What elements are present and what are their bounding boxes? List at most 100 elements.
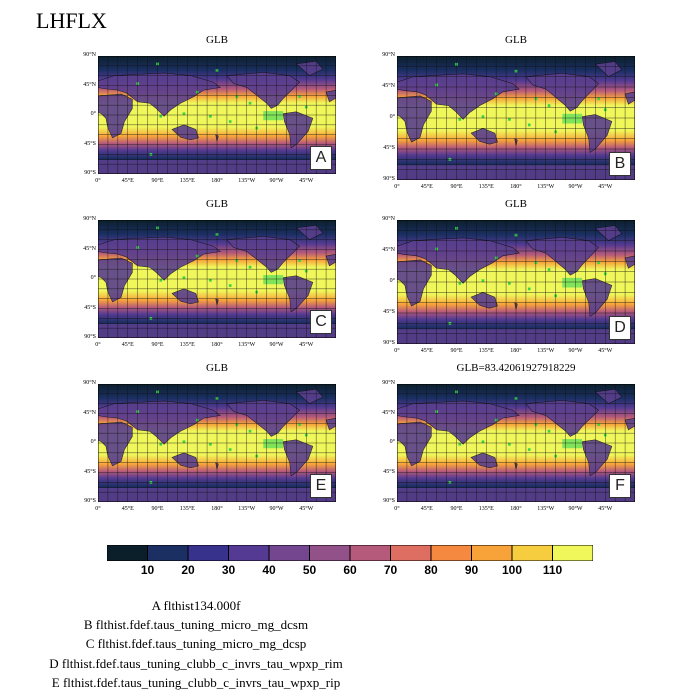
axis-tick-label: 45°N [382,247,395,253]
axis-tick-label: 90°S [383,498,395,504]
colorbar-segment [147,545,189,561]
colorbar-segment [228,545,270,561]
axis-tick-label: 45°S [383,145,395,151]
colorbar-segment [349,545,391,561]
colorbar-segment [471,545,513,561]
axis-tick-label: 0° [394,348,400,354]
axis-tick-label: 180° [211,506,223,512]
axis-tick-label: 180° [510,184,522,190]
panel-title-f: GLB=83.42061927918229 [456,362,576,374]
colorbar-label: 40 [262,563,276,577]
axis-tick-label: 45°N [83,245,96,252]
axis-tick-label: 90°N [382,52,395,58]
axis-tick-label: 90°W [269,342,284,348]
colorbar-segment [511,545,553,561]
axis-tick-label: 45°E [420,184,433,190]
axis-tick-label: 180° [211,178,223,184]
panel-letter-c: C [310,310,332,334]
colorbar-label: 110 [542,563,563,577]
colorbar [107,545,593,561]
axis-tick-label: 135°W [238,342,256,348]
axis-tick-label: 45°S [84,468,96,475]
panel-letter-f: F [609,474,631,498]
colorbar-label: 20 [181,563,195,577]
colorbar-label: 70 [383,563,398,577]
axis-tick-label: 90°N [83,52,96,58]
axis-tick-label: 135°W [537,506,555,512]
axis-tick-label: 90°S [383,340,395,346]
axis-tick-label: 45°N [382,83,395,89]
colorbar-segment [187,545,229,561]
panel-title-e: GLB [206,362,228,374]
panel-letter-b: B [609,152,631,176]
axis-tick-label: 135°E [179,506,195,512]
axis-tick-label: 45°W [299,506,314,512]
axis-tick-label: 135°E [478,348,494,354]
axis-tick-label: 0° [90,275,96,281]
axis-tick-label: 45°E [121,506,134,512]
axis-tick-label: 45°E [420,506,433,512]
axis-tick-label: 135°E [179,342,195,348]
axis-tick-label: 45°S [383,309,395,315]
axis-tick-label: 90°E [151,506,164,512]
axis-tick-label: 90°W [269,178,284,184]
axis-tick-label: 45°N [83,409,96,416]
axis-tick-label: 90°N [83,216,96,222]
panel-letter-d: D [609,316,631,340]
axis-tick-label: 0° [394,184,400,190]
colorbar-segment [552,545,593,561]
map-panel-e [98,384,336,502]
axis-tick-label: 90°S [84,334,96,340]
axis-tick-label: 135°W [238,178,256,184]
axis-tick-label: 45°W [299,342,314,348]
axis-tick-label: 45°W [299,178,314,184]
axis-tick-label: 135°E [478,184,494,190]
axis-tick-label: 45°S [84,140,96,147]
axis-tick-label: 135°E [478,506,494,512]
colorbar-segment [309,545,351,561]
axis-tick-label: 135°W [537,348,555,354]
axis-tick-label: 90°S [84,498,96,504]
axis-tick-label: 135°W [238,506,256,512]
axis-tick-label: 45°W [598,348,613,354]
colorbar-label: 80 [424,563,438,577]
axis-tick-label: 90°N [83,380,96,386]
axis-tick-label: 0° [90,439,96,445]
axis-tick-label: 90°W [568,506,583,512]
axis-tick-label: 180° [211,342,223,348]
axis-tick-label: 90°E [450,184,463,190]
legend-entry-b: B flthist.fdef.taus_tuning_micro_mg_dcsm [83,617,309,632]
colorbar-label: 10 [140,563,155,577]
axis-tick-label: 135°W [537,184,555,190]
axis-tick-label: 0° [90,111,96,117]
map-panel-d [397,220,635,344]
panel-letter-e: E [310,474,332,498]
axis-tick-label: 0° [394,506,400,512]
axis-tick-label: 45°S [84,304,96,311]
axis-tick-label: 45°W [598,184,613,190]
axis-tick-label: 0° [389,114,395,120]
colorbar-label: 30 [221,563,236,577]
panel-letter-a: A [310,146,332,170]
colorbar-segment [430,545,472,561]
map-panel-b [397,56,635,180]
panel-title-c: GLB [206,198,228,210]
colorbar-label: 60 [343,563,357,577]
axis-tick-label: 90°N [382,216,395,222]
axis-tick-label: 45°W [598,506,613,512]
axis-tick-label: 90°W [568,348,583,354]
axis-tick-label: 90°E [151,178,164,184]
figure-title: LHFLX [36,8,107,33]
colorbar-label: 50 [302,563,317,577]
colorbar-segment [268,545,310,561]
axis-tick-label: 135°E [179,178,195,184]
axis-tick-label: 90°S [84,170,96,176]
axis-tick-label: 180° [510,506,522,512]
axis-tick-label: 90°N [382,380,395,386]
axis-tick-label: 45°N [83,81,96,88]
legend-entry-e: E flthist.fdef.taus_tuning_clubb_c_invrs… [51,675,341,690]
colorbar-label: 100 [501,563,523,577]
panel-title-d: GLB [505,198,527,210]
axis-tick-label: 0° [95,342,101,348]
panel-title-b: GLB [505,34,527,46]
